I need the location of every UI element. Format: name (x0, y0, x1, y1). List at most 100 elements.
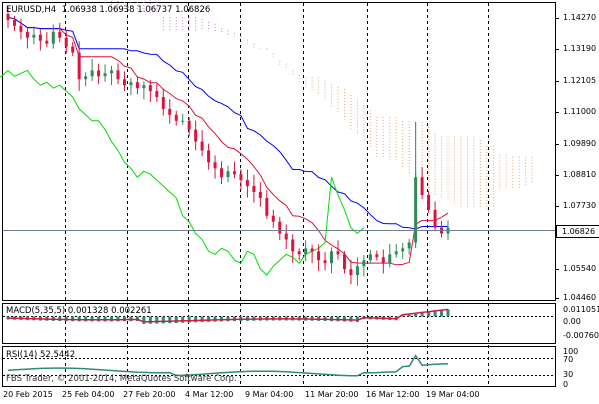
macd-bar (446, 309, 450, 317)
candle (207, 143, 211, 170)
macd-bar (213, 316, 217, 322)
macd-bar (142, 316, 146, 324)
candle (116, 63, 120, 85)
rsi-y-tick: 100 (563, 347, 579, 356)
vertical-grid (65, 3, 489, 386)
candle (32, 26, 36, 45)
candle (323, 252, 327, 271)
macd-bar (155, 316, 159, 324)
rsi-y-tick: 0 (563, 380, 569, 389)
macd-bar (174, 316, 178, 324)
candle (239, 168, 243, 190)
macd-y-tick: 0.00 (563, 317, 581, 326)
watermark: FBS Trader, © 2001-2014, MetaQuotes Soft… (6, 374, 237, 384)
candle (433, 201, 437, 232)
candle (135, 76, 139, 95)
tenkan-sen-line (7, 16, 449, 266)
macd-bar (355, 316, 359, 322)
candle (142, 81, 146, 100)
rsi-panel-frame (2, 346, 556, 387)
candle (110, 65, 114, 86)
macd-bar (148, 316, 152, 324)
x-tick: 9 Mar 04:00 (245, 390, 294, 399)
rsi-label: RSI(14) 52.5442 (6, 350, 76, 360)
candle (342, 251, 346, 274)
candle (12, 15, 16, 31)
macd-bar (433, 311, 437, 317)
candle (38, 29, 42, 51)
candle (220, 161, 224, 185)
candle (155, 83, 159, 103)
macd-bar (168, 316, 172, 324)
x-tick: 20 Feb 2015 (3, 390, 53, 399)
candle (265, 190, 269, 219)
candle (129, 77, 133, 96)
symbol-label: EURUSD,H4 (6, 5, 57, 15)
x-tick: 11 Mar 20:00 (305, 390, 359, 399)
macd-bar (414, 313, 418, 317)
candle (349, 259, 353, 285)
candle (381, 249, 385, 274)
candle (122, 71, 126, 92)
rsi-y-tick: 70 (563, 355, 574, 364)
candle (187, 117, 191, 137)
macd-bar (200, 316, 204, 323)
candle (64, 29, 68, 54)
chikou-span-line (0, 69, 365, 276)
x-tick: 16 Mar 12:00 (366, 390, 420, 399)
candle (174, 110, 178, 126)
candle (284, 224, 288, 250)
candle (148, 80, 152, 102)
candle (213, 155, 217, 179)
main-panel-frame (2, 2, 556, 301)
candles (6, 6, 450, 286)
macd-bar (181, 316, 185, 323)
candle (25, 28, 29, 49)
macd-signal-line (7, 308, 449, 323)
candle (19, 18, 23, 40)
y-tick: 1.14270 (563, 13, 597, 22)
macd-bar (194, 316, 198, 323)
macd-y-tick: 0.011051 (563, 305, 599, 314)
candle (394, 243, 398, 258)
ohlc-values: 1.06938 1.06938 1.06737 1.06826 (61, 5, 211, 15)
candle (375, 250, 379, 261)
macd-y-tick: -0.007607 (563, 331, 599, 340)
current-price-label: 1.06826 (556, 225, 599, 238)
candle (258, 182, 262, 207)
macd-bar (207, 316, 211, 322)
candle (304, 240, 308, 262)
candle (232, 161, 236, 179)
candle (90, 58, 94, 81)
macd-bar (420, 312, 424, 317)
y-tick: 1.07730 (563, 201, 597, 210)
candle (6, 6, 10, 28)
x-tick: 25 Feb 04:00 (62, 390, 115, 399)
macd-bar (349, 316, 353, 322)
y-tick: 1.11000 (563, 107, 597, 116)
y-tick: 1.13190 (563, 44, 597, 53)
candle (77, 41, 81, 91)
candle (362, 255, 366, 277)
candle (420, 167, 424, 200)
candle (161, 88, 165, 116)
macd-panel-frame (2, 303, 556, 344)
rsi-y-tick: 30 (563, 370, 574, 379)
macd-bar (161, 316, 165, 324)
candle (181, 113, 185, 125)
macd-bar (401, 315, 405, 317)
candle (58, 22, 62, 43)
macd-label: MACD(5,35,5) 0.001328 0.002261 (6, 306, 152, 316)
rsi-line (7, 354, 449, 377)
ichimoku-lines (0, 16, 449, 276)
candle (317, 244, 321, 271)
candle (388, 243, 392, 268)
x-tick: 27 Feb 20:00 (123, 390, 176, 399)
macd-bar (116, 316, 120, 322)
macd-bar (407, 314, 411, 317)
candle (330, 247, 334, 274)
candle (226, 165, 230, 183)
x-tick: 4 Mar 12:00 (185, 390, 234, 399)
y-tick: 1.08810 (563, 170, 597, 179)
